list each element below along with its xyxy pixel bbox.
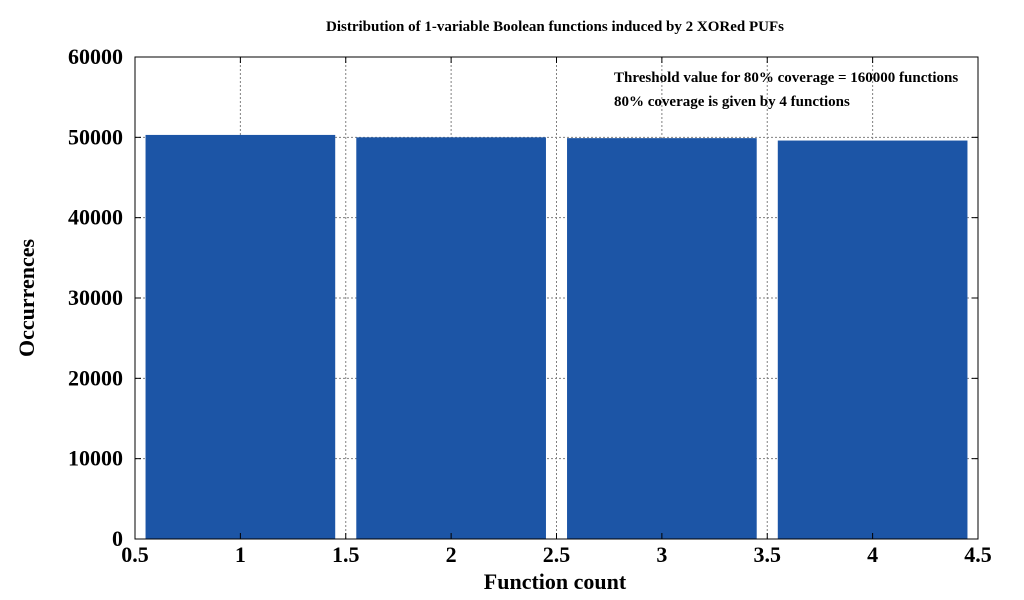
y-axis-label: Occurrences xyxy=(14,239,39,358)
x-tick-label: 2.5 xyxy=(543,542,571,567)
y-tick-label: 60000 xyxy=(68,44,123,69)
x-tick-label: 4.5 xyxy=(964,542,992,567)
x-tick-label: 3.5 xyxy=(754,542,782,567)
y-tick-label: 20000 xyxy=(68,365,123,390)
x-tick-label: 1.5 xyxy=(332,542,360,567)
y-tick-label: 50000 xyxy=(68,124,123,149)
y-tick-label: 40000 xyxy=(68,205,123,230)
bars xyxy=(145,134,968,540)
x-tick-label: 2 xyxy=(446,542,457,567)
bar-4 xyxy=(777,140,968,539)
y-axis-ticks: 0 10000 20000 30000 40000 50000 60000 xyxy=(68,44,978,551)
bar-2 xyxy=(356,137,546,540)
chart-title: Distribution of 1-variable Boolean funct… xyxy=(326,19,784,35)
y-tick-label: 0 xyxy=(112,526,123,551)
x-tick-label: 0.5 xyxy=(121,542,149,567)
annotation-coverage: 80% coverage is given by 4 functions xyxy=(614,94,850,110)
x-tick-label: 1 xyxy=(235,542,246,567)
y-tick-label: 10000 xyxy=(68,446,123,471)
bar-1 xyxy=(145,134,336,539)
x-tick-label: 3 xyxy=(656,542,667,567)
annotation-threshold: Threshold value for 80% coverage = 16000… xyxy=(614,70,958,86)
bar-3 xyxy=(567,138,757,540)
y-tick-label: 30000 xyxy=(68,285,123,310)
x-axis-label: Function count xyxy=(484,569,627,594)
x-axis-ticks: 0.5 1 1.5 2 2.5 3 3.5 4 4.5 xyxy=(121,57,992,567)
x-tick-label: 4 xyxy=(867,542,878,567)
